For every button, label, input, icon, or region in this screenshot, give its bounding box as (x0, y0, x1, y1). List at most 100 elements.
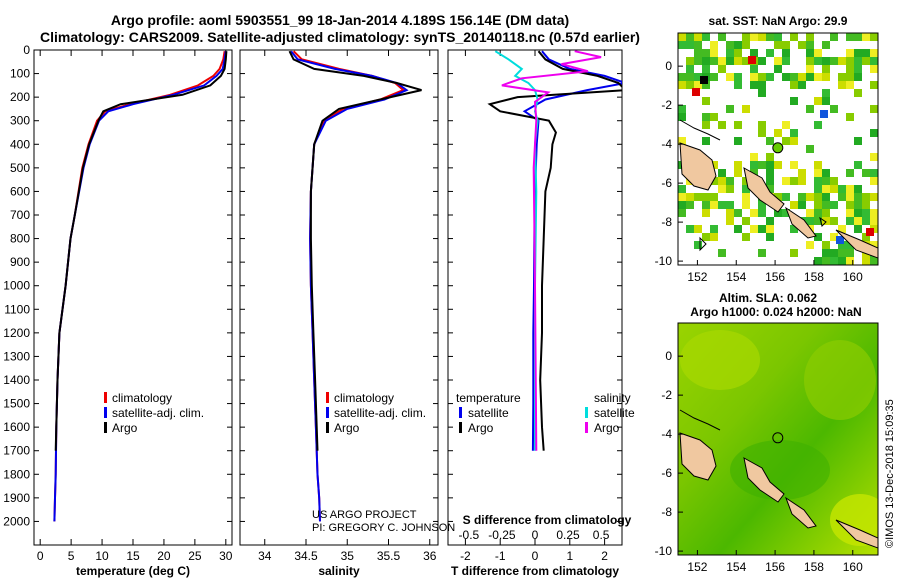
sst-cell (854, 193, 862, 201)
sst-cell (830, 105, 838, 113)
difference-x-ticks: -2 -1 0 1 2 (460, 50, 608, 563)
sst-cell (710, 233, 718, 241)
sst-cell (726, 185, 734, 193)
map-x-tick-label: 156 (765, 270, 785, 284)
sst-cell (678, 201, 686, 209)
salinity-y-ticks (240, 49, 438, 522)
y-tick-label: 1600 (3, 420, 30, 434)
sst-cell (734, 81, 742, 89)
legend-swatch-argo (104, 422, 107, 433)
sst-cell (814, 217, 822, 225)
sst-cell (750, 33, 758, 41)
map-x-tick-label: 154 (726, 560, 746, 574)
sst-cell (798, 81, 806, 89)
sst-land-bougainville (743, 167, 785, 213)
sst-cell (710, 161, 718, 169)
sst-cell (734, 209, 742, 217)
sst-cell (726, 105, 734, 113)
sst-cell (766, 225, 774, 233)
sst-cell (830, 217, 838, 225)
sst-cell (838, 249, 846, 257)
sst-cell (806, 49, 814, 57)
map-y-tick-label: -2 (661, 388, 672, 402)
sst-cell (678, 81, 686, 89)
sst-cell (870, 57, 878, 65)
sst-cell (854, 209, 862, 217)
sst-cell (678, 209, 686, 217)
sst-cell (774, 65, 782, 73)
sst-cell (758, 201, 766, 209)
sla-blob-1 (680, 330, 760, 390)
sst-cell-highlight (836, 236, 844, 244)
sst-cell (742, 177, 750, 185)
sst-cell (766, 177, 774, 185)
sst-cell (726, 201, 734, 209)
y-tick-label: 500 (10, 161, 30, 175)
sst-cell (846, 249, 854, 257)
sst-cell (718, 65, 726, 73)
sst-cell (694, 225, 702, 233)
sst-cell (838, 193, 846, 201)
sla-map-frame (677, 322, 879, 556)
sst-cell (822, 73, 830, 81)
sst-x-ticks: 152 154 156 158 160 (687, 260, 863, 284)
sst-cell (710, 73, 718, 81)
sst-cell (814, 57, 822, 65)
sst-cell (742, 57, 750, 65)
map-y-tick-label: 0 (665, 349, 672, 363)
sst-cell (854, 73, 862, 81)
sst-cell (694, 81, 702, 89)
sst-cell (774, 161, 782, 169)
sst-cell (702, 81, 710, 89)
map-y-tick-label: -10 (655, 254, 673, 268)
sst-cell (846, 217, 854, 225)
sst-cell (678, 185, 686, 193)
sst-cell (758, 209, 766, 217)
map-y-tick-label: -4 (661, 427, 672, 441)
sst-cell (758, 73, 766, 81)
sst-cell (790, 225, 798, 233)
sst-land-solomons (784, 206, 817, 239)
sst-cell (718, 177, 726, 185)
sst-cell (862, 49, 870, 57)
legend-label-satellite: satellite-adj. clim. (112, 406, 204, 420)
legend-label-climatology: climatology (112, 391, 172, 405)
sst-cell (718, 169, 726, 177)
sst-cell (870, 257, 878, 265)
sst-cell (822, 193, 830, 201)
sst-cell (686, 193, 694, 201)
sst-cell (854, 185, 862, 193)
sst-cell (766, 73, 774, 81)
series-line-climatology (53, 51, 226, 522)
map-y-tick-label: -8 (661, 505, 672, 519)
sst-cell (702, 57, 710, 65)
sst-cell (846, 257, 854, 265)
sst-cell (822, 201, 830, 209)
legend-label-s-satellite: satellite (594, 406, 635, 420)
difference-s-ticks: -0.5 -0.25 0 0.25 0.5 (459, 528, 610, 542)
x-tick-label: 34 (258, 549, 272, 563)
legend-swatch-satellite (326, 407, 329, 418)
sst-cell (846, 113, 854, 121)
legend-label-climatology: climatology (334, 391, 394, 405)
sst-cell (678, 41, 686, 49)
sst-cell (758, 33, 766, 41)
sst-cell (806, 217, 814, 225)
sst-cell (710, 113, 718, 121)
y-tick-label: 1500 (3, 397, 30, 411)
sst-cell (782, 41, 790, 49)
y-tick-label: 1300 (3, 349, 30, 363)
series-line-satellite-adj-clim- (290, 50, 409, 522)
sst-cell (846, 241, 854, 249)
sst-cell (710, 177, 718, 185)
x-tick-label: -2 (460, 549, 471, 563)
sst-cell (822, 89, 830, 97)
y-tick-label: 1700 (3, 444, 30, 458)
sst-cell (814, 161, 822, 169)
sst-cell (686, 81, 694, 89)
sst-cell (686, 225, 694, 233)
sst-cell-highlight (692, 88, 700, 96)
sst-cell (734, 161, 742, 169)
sst-cell (822, 41, 830, 49)
sst-cell (798, 193, 806, 201)
